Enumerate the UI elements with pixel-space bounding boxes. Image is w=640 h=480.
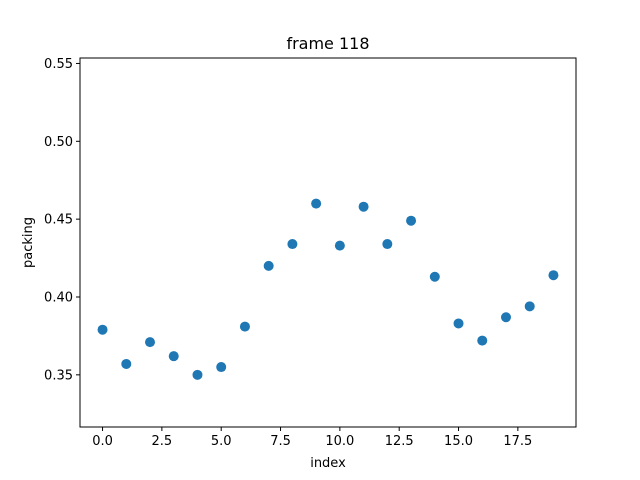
x-tick-label: 15.0 (444, 434, 473, 449)
data-point (524, 301, 535, 312)
data-point (145, 337, 156, 348)
chart-title: frame 118 (286, 34, 369, 53)
y-axis-label: packing (21, 217, 36, 268)
y-tick-label: 0.55 (44, 57, 73, 72)
x-tick-label: 17.5 (503, 434, 532, 449)
data-point (429, 271, 440, 282)
y-tick-label: 0.40 (44, 290, 73, 305)
y-tick-label: 0.35 (44, 368, 73, 383)
y-tick-label: 0.45 (44, 213, 73, 228)
y-axis-ticks: 0.35 0.40 0.45 0.50 0.55 (44, 57, 80, 383)
data-point (382, 239, 393, 250)
data-point (453, 318, 464, 329)
x-tick-label: 2.5 (152, 434, 173, 449)
x-tick-label: 0.0 (92, 434, 113, 449)
plot-frame (79, 57, 577, 428)
data-point (287, 239, 298, 250)
x-tick-label: 5.0 (211, 434, 232, 449)
data-point (548, 270, 559, 281)
data-point (358, 201, 369, 212)
data-point (406, 215, 417, 226)
data-point (168, 351, 179, 362)
x-axis-ticks: 0.0 2.5 5.0 7.5 10.0 12.5 15.0 17.5 (92, 427, 532, 449)
x-tick-label: 7.5 (270, 434, 291, 449)
data-point (192, 369, 203, 380)
data-point (334, 240, 345, 251)
x-tick-label: 10.0 (325, 434, 354, 449)
data-point (263, 260, 274, 271)
data-point (216, 362, 227, 373)
y-tick-label: 0.50 (44, 135, 73, 150)
data-point (121, 358, 132, 369)
data-point (97, 324, 108, 335)
data-points (97, 198, 559, 380)
data-point (311, 198, 322, 209)
data-point (239, 321, 250, 332)
x-axis-label: index (310, 456, 346, 471)
x-tick-label: 12.5 (385, 434, 414, 449)
data-point (477, 335, 488, 346)
data-point (500, 312, 511, 323)
